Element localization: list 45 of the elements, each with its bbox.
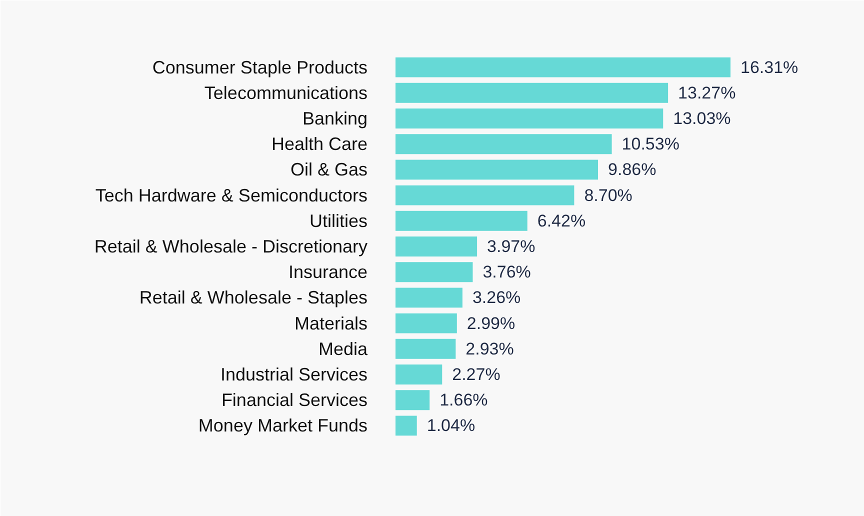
bar	[396, 364, 442, 384]
bar	[396, 416, 417, 436]
data-label: 2.93%	[466, 339, 514, 358]
data-label: 2.99%	[466, 314, 516, 333]
bar	[396, 82, 668, 103]
data-label: 16.31%	[740, 58, 798, 77]
y-tick-label: Utilities	[309, 210, 368, 231]
bar	[396, 160, 598, 180]
y-tick-label: Oil & Gas	[290, 160, 368, 180]
y-tick-label: Media	[318, 338, 368, 359]
data-label: 3.26%	[472, 288, 521, 308]
y-tick-label: Tech Hardware & Semiconductors	[95, 185, 368, 206]
y-tick-label: Industrial Services	[220, 364, 368, 384]
data-label: 8.70%	[584, 186, 632, 205]
y-tick-label: Retail & Wholesale - Staples	[139, 288, 368, 308]
y-tick-label: Materials	[294, 313, 368, 334]
data-label: 2.27%	[452, 365, 500, 384]
y-tick-label: Banking	[302, 108, 368, 128]
y-tick-label: Insurance	[288, 262, 368, 282]
bar	[396, 390, 430, 410]
bar	[396, 108, 664, 128]
data-label: 3.76%	[482, 262, 531, 282]
bar	[396, 57, 730, 78]
bar	[396, 185, 574, 206]
y-tick-label: Telecommunications	[204, 82, 368, 103]
y-tick-label: Consumer Staple Products	[152, 57, 368, 78]
data-label: 13.03%	[673, 109, 731, 128]
data-label: 13.27%	[678, 83, 736, 102]
bar	[396, 338, 456, 359]
data-label: 9.86%	[608, 160, 656, 180]
y-tick-label: Money Market Funds	[198, 416, 368, 436]
y-tick-label: Financial Services	[221, 390, 368, 410]
bar	[396, 288, 462, 308]
bar	[396, 313, 457, 334]
data-label: 1.04%	[426, 416, 476, 436]
data-label: 1.66%	[440, 390, 488, 410]
bar	[396, 134, 612, 154]
data-label: 10.53%	[622, 134, 680, 154]
y-tick-label: Health Care	[271, 134, 368, 154]
bar	[396, 262, 473, 282]
data-label: 6.42%	[537, 211, 586, 230]
bar	[396, 236, 478, 256]
data-label: 3.97%	[487, 237, 536, 256]
y-tick-label: Retail & Wholesale - Discretionary	[94, 236, 368, 256]
bar	[396, 210, 528, 231]
